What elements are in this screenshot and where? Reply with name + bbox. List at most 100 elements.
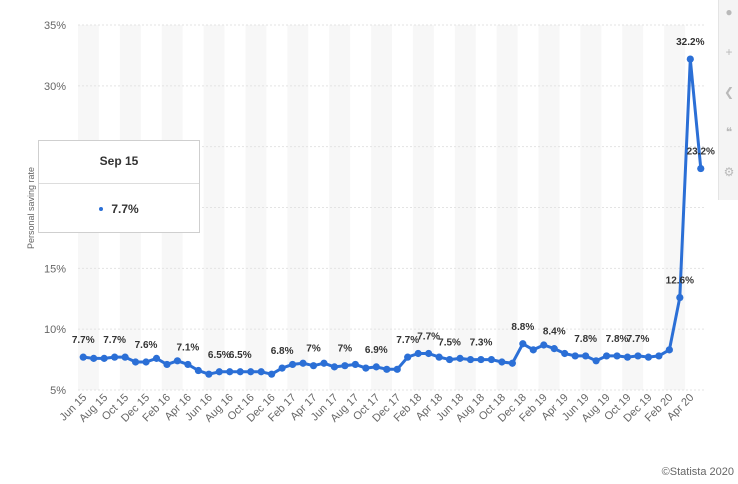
data-points[interactable]: [79, 55, 705, 378]
column-band: [287, 25, 309, 390]
data-point[interactable]: [330, 363, 339, 371]
column-band: [371, 25, 392, 390]
data-label: 12.6%: [666, 276, 694, 287]
data-point[interactable]: [571, 352, 579, 360]
data-point[interactable]: [131, 358, 140, 366]
data-label: 32.2%: [676, 37, 704, 48]
data-point[interactable]: [226, 368, 234, 376]
data-point[interactable]: [686, 55, 694, 63]
data-point[interactable]: [456, 354, 464, 362]
data-label: 8.8%: [511, 322, 534, 333]
data-point[interactable]: [152, 354, 161, 362]
data-point[interactable]: [519, 340, 527, 348]
data-label: 7.7%: [72, 335, 95, 346]
data-point[interactable]: [697, 164, 705, 173]
tooltip-series-marker: [99, 207, 104, 211]
data-point[interactable]: [613, 352, 621, 360]
data-point[interactable]: [634, 352, 642, 360]
data-point[interactable]: [561, 349, 569, 358]
data-point[interactable]: [404, 353, 412, 361]
data-label: 7.8%: [574, 334, 597, 345]
data-point[interactable]: [205, 370, 213, 378]
data-point[interactable]: [362, 364, 370, 372]
data-point[interactable]: [550, 345, 558, 353]
data-label: 6.5%: [208, 350, 231, 361]
column-band: [622, 25, 644, 390]
data-point[interactable]: [268, 370, 276, 378]
data-point[interactable]: [623, 353, 632, 361]
data-label: 7%: [306, 344, 321, 355]
data-point[interactable]: [288, 360, 297, 369]
data-point[interactable]: [247, 368, 255, 376]
y-tick-label: 15%: [44, 263, 66, 275]
data-label: 7.6%: [135, 340, 158, 351]
tooltip-body: 7.7%: [39, 184, 199, 234]
data-point[interactable]: [582, 352, 590, 360]
data-label: 7.7%: [627, 334, 650, 345]
data-point[interactable]: [655, 352, 663, 360]
data-point[interactable]: [309, 362, 318, 370]
data-label: 7.8%: [606, 334, 629, 345]
data-point[interactable]: [278, 364, 286, 372]
gear-icon[interactable]: ⚙: [723, 165, 735, 179]
data-point[interactable]: [383, 365, 391, 373]
data-point[interactable]: [351, 360, 359, 369]
data-point[interactable]: [445, 355, 454, 364]
data-point[interactable]: [215, 368, 223, 376]
data-point[interactable]: [435, 353, 443, 361]
data-point[interactable]: [320, 359, 328, 367]
data-point[interactable]: [257, 368, 265, 376]
data-label: 6.9%: [365, 345, 388, 356]
data-point[interactable]: [121, 353, 129, 361]
data-point[interactable]: [236, 368, 244, 376]
y-axis-label: Personal saving rate: [26, 167, 36, 249]
plus-icon[interactable]: +: [725, 45, 733, 59]
data-point[interactable]: [498, 358, 506, 366]
data-point[interactable]: [602, 352, 611, 360]
data-point[interactable]: [173, 357, 182, 365]
data-label: 7.3%: [470, 338, 493, 349]
data-label: 23.2%: [687, 147, 715, 158]
statista-credit: ©Statista 2020: [661, 466, 734, 478]
tooltip-value: 7.7%: [111, 202, 139, 216]
data-point[interactable]: [466, 355, 475, 364]
data-point[interactable]: [665, 346, 673, 354]
data-label: 7.1%: [177, 342, 200, 353]
data-point[interactable]: [100, 354, 108, 362]
y-tick-label: 30%: [44, 81, 66, 93]
data-point[interactable]: [111, 353, 119, 361]
data-point[interactable]: [477, 355, 485, 364]
data-point[interactable]: [644, 353, 653, 361]
data-label: 6.5%: [229, 350, 252, 361]
data-point[interactable]: [341, 362, 349, 370]
data-point[interactable]: [676, 293, 684, 302]
data-point[interactable]: [142, 358, 150, 366]
data-point[interactable]: [299, 359, 307, 367]
data-label: 7.7%: [417, 332, 440, 343]
y-tick-label: 5%: [50, 385, 66, 397]
data-point[interactable]: [487, 355, 496, 364]
data-point[interactable]: [414, 349, 422, 358]
data-point[interactable]: [540, 341, 548, 349]
share-icon[interactable]: ❮: [723, 85, 735, 99]
column-band: [538, 25, 560, 390]
data-point[interactable]: [592, 357, 600, 365]
bell-icon[interactable]: ●: [725, 5, 733, 19]
data-point[interactable]: [393, 365, 401, 373]
data-label: 7.7%: [396, 335, 419, 346]
data-label: 7.5%: [438, 338, 461, 349]
column-band: [454, 25, 476, 390]
data-point[interactable]: [194, 366, 202, 375]
tooltip-title: Sep 15: [39, 141, 199, 184]
data-point[interactable]: [508, 359, 516, 367]
data-point[interactable]: [163, 360, 171, 369]
data-point[interactable]: [90, 354, 98, 362]
quote-icon[interactable]: ❝: [725, 125, 733, 139]
data-point[interactable]: [184, 360, 192, 369]
data-point[interactable]: [425, 349, 433, 358]
data-point[interactable]: [529, 346, 537, 354]
data-point[interactable]: [79, 353, 87, 361]
data-point[interactable]: [372, 363, 380, 371]
